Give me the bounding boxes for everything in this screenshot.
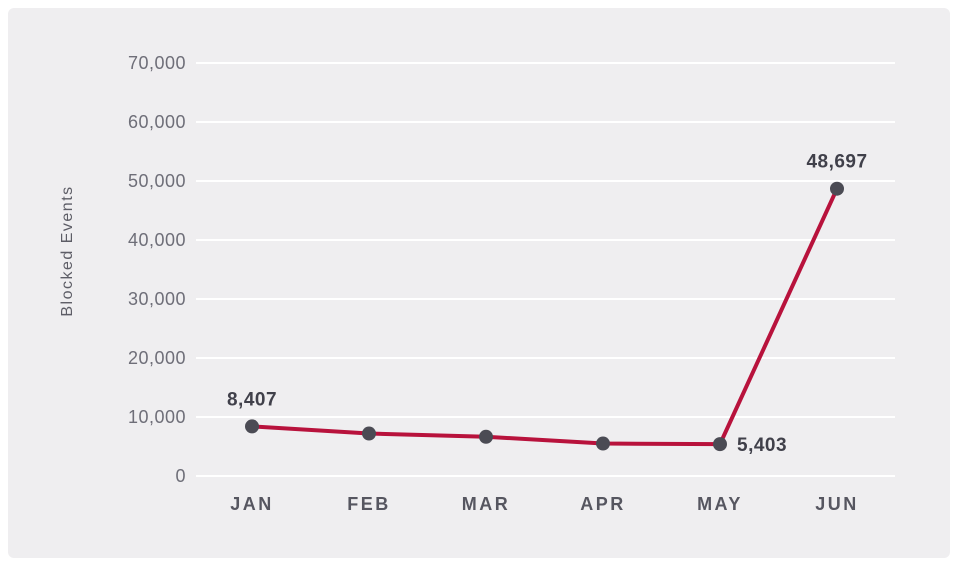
y-tick-label: 70,000 — [128, 53, 186, 73]
x-tick-label: MAR — [462, 494, 511, 514]
data-point-marker — [362, 426, 376, 441]
y-tick-label: 0 — [175, 466, 186, 486]
y-tick-label: 10,000 — [128, 407, 186, 427]
x-tick-label: JAN — [230, 494, 274, 514]
series-line — [250, 186, 839, 447]
data-point-marker — [479, 429, 493, 444]
x-tick-label: APR — [580, 494, 626, 514]
y-tick-label: 30,000 — [128, 289, 186, 309]
x-tick-label: MAY — [697, 494, 743, 514]
y-tick-label: 40,000 — [128, 230, 186, 250]
data-point-value-label: 48,697 — [806, 152, 867, 173]
data-point-marker — [713, 437, 727, 452]
x-tick-label: FEB — [347, 494, 391, 514]
y-tick-label: 20,000 — [128, 348, 186, 368]
data-point-value-label: 8,407 — [227, 389, 277, 410]
data-point-value-label: 5,403 — [737, 435, 787, 456]
data-point-marker — [245, 419, 259, 434]
x-tick-label: JUN — [815, 494, 859, 514]
data-point-marker — [830, 181, 844, 196]
data-point-marker — [596, 436, 610, 451]
chart-panel: Blocked Events 70,000 60,000 50,000 40,000 3… — [8, 8, 950, 558]
blocked-events-line-chart: 70,000 60,000 50,000 40,000 30,000 20,000 10,0… — [128, 53, 895, 514]
y-tick-label: 60,000 — [128, 112, 186, 132]
y-tick-label: 50,000 — [128, 171, 186, 191]
